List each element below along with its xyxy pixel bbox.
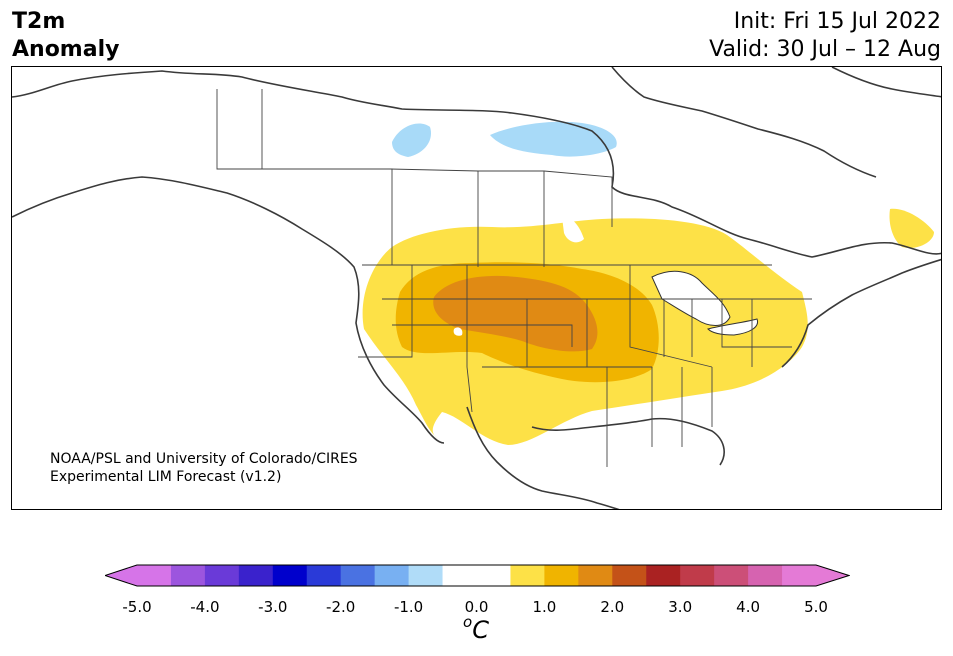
- colorbar-tick-label: 2.0: [600, 598, 625, 616]
- colorbar-swatch: [646, 565, 681, 586]
- colorbar-swatch: [408, 565, 444, 586]
- coastline: [12, 67, 941, 509]
- colorbar-swatch: [170, 565, 206, 586]
- date-block: Init: Fri 15 Jul 2022 Valid: 30 Jul – 12…: [709, 8, 941, 64]
- variable-title: T2m: [12, 9, 66, 34]
- hudson-bay-warm-gap: [562, 216, 584, 243]
- colorbar-swatch: [340, 565, 376, 586]
- colorbar-under-arrow: [105, 565, 137, 586]
- colorbar-tick-label: -3.0: [258, 598, 288, 616]
- colorbar-swatch: [510, 565, 545, 586]
- colorbar-swatch: [714, 565, 749, 586]
- cool-anomaly-region: [490, 121, 617, 157]
- credit-line-1: NOAA/PSL and University of Colorado/CIRE…: [50, 451, 358, 467]
- title-block: T2m Anomaly: [12, 8, 119, 64]
- colorbar-tick-label: 4.0: [736, 598, 761, 616]
- colorbar-swatch: [544, 565, 579, 586]
- colorbar-outline: [105, 564, 850, 587]
- colorbar-tick-label: 3.0: [668, 598, 693, 616]
- great-lakes: [651, 270, 731, 326]
- degree-sign: o: [463, 613, 473, 631]
- unit-letter: C: [472, 616, 489, 644]
- cool-anomaly-region: [392, 123, 432, 157]
- colorbar-swatch: [578, 565, 613, 586]
- colorbar-swatch: [272, 565, 308, 586]
- colorbar-swatch: [137, 565, 172, 586]
- colorbar-tick-label: 1.0: [532, 598, 557, 616]
- colorbar: [105, 564, 850, 587]
- map-panel: NOAA/PSL and University of Colorado/CIRE…: [11, 66, 942, 510]
- colorbar-tick-label: -2.0: [326, 598, 356, 616]
- colorbar-swatch: [680, 565, 715, 586]
- valid-date: Valid: 30 Jul – 12 Aug: [709, 37, 941, 62]
- colorbar-swatch: [748, 565, 783, 586]
- colorbar-swatch: [374, 565, 410, 586]
- colorbar-swatch: [782, 565, 817, 586]
- credit-line-2: Experimental LIM Forecast (v1.2): [50, 469, 282, 485]
- colorbar-swatch: [442, 565, 477, 586]
- colorbar-tick-label: -4.0: [190, 598, 220, 616]
- colorbar-tick-label: -5.0: [122, 598, 152, 616]
- colorbar-over-arrow: [816, 565, 849, 586]
- credit-text: NOAA/PSL and University of Colorado/CIRE…: [50, 450, 358, 486]
- great-lakes: [707, 318, 759, 336]
- colorbar-tick-label: 5.0: [804, 598, 828, 616]
- colorbar-swatch: [612, 565, 647, 586]
- colorbar-swatch: [204, 565, 240, 586]
- init-date: Init: Fri 15 Jul 2022: [733, 9, 941, 34]
- warm-anomaly-region: [433, 275, 598, 352]
- colorbar-swatch: [476, 565, 511, 586]
- small-lake: [453, 327, 463, 336]
- colorbar-swatch: [238, 565, 274, 586]
- state-province-borders: [216, 89, 812, 467]
- warm-anomaly-region: [889, 208, 934, 248]
- colorbar-tick-label: -1.0: [393, 598, 424, 616]
- metric-title: Anomaly: [12, 37, 120, 62]
- anomaly-map: [12, 67, 941, 509]
- colorbar-tick-label: 0.0: [464, 598, 489, 616]
- unit-label: oC: [463, 613, 489, 644]
- colorbar-swatch: [306, 565, 342, 586]
